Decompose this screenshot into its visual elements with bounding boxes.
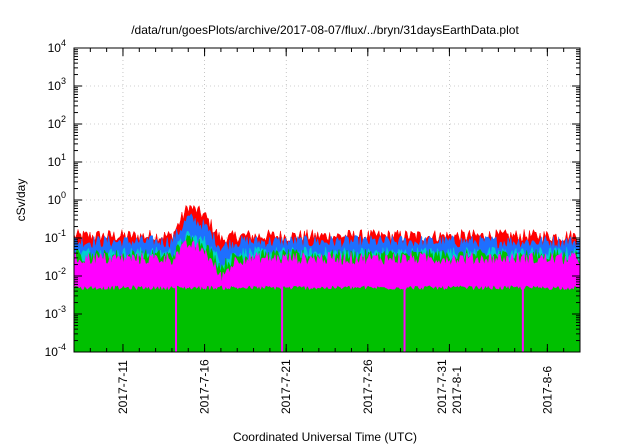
- x-tick-label: 2017-7-16: [198, 359, 212, 414]
- y-tick-label: 10-2: [45, 266, 66, 283]
- x-tick-label: 2017-8-1: [450, 366, 464, 414]
- y-tick-label: 104: [48, 38, 66, 55]
- y-tick-label: 103: [48, 76, 66, 93]
- x-axis-label: Coordinated Universal Time (UTC): [233, 430, 417, 444]
- y-tick-label: 10-1: [45, 228, 66, 245]
- plot-area: [73, 204, 581, 353]
- x-tick-label: 2017-7-31: [435, 359, 449, 414]
- y-tick-label: 10-4: [45, 342, 66, 359]
- y-axis: 10-4 10-3 10-2 10-1 100 101 102 103 104: [45, 38, 580, 359]
- chart-title: /data/run/goesPlots/archive/2017-08-07/f…: [131, 23, 519, 37]
- y-tick-label: 10-3: [45, 304, 66, 321]
- y-tick-label: 102: [48, 114, 66, 131]
- x-axis: 2017-7-11 2017-7-16 2017-7-21 2017-7-26 2017…: [73, 48, 581, 414]
- y-tick-label: 100: [48, 190, 66, 207]
- x-tick-label: 2017-7-21: [279, 359, 293, 414]
- x-tick-label: 2017-7-26: [361, 359, 375, 414]
- y-tick-label: 101: [48, 152, 66, 169]
- y-axis-label: cSv/day: [14, 179, 28, 222]
- x-tick-label: 2017-8-6: [540, 366, 554, 414]
- x-tick-label: 2017-7-11: [116, 360, 130, 414]
